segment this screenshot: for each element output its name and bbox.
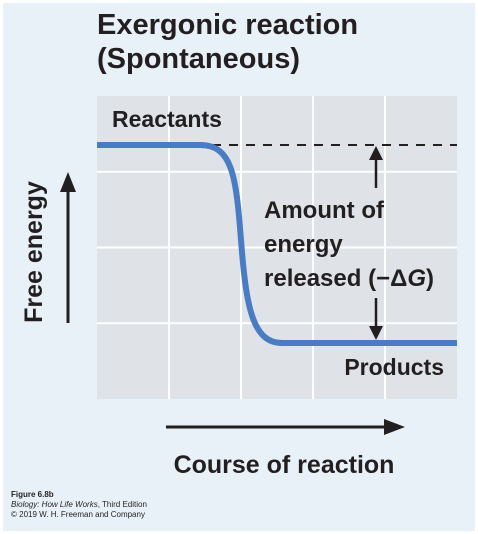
figure-credit: Figure 6.8b Biology: How Life Works, Thi…: [11, 490, 147, 520]
figure-number: Figure 6.8b: [11, 490, 54, 499]
energy-released-line-1: Amount of: [264, 197, 385, 224]
energy-curve: [97, 142, 457, 346]
energy-released-line-2: energy: [264, 231, 343, 258]
delta-g-variable: G: [407, 265, 426, 292]
copyright: © 2019 W. H. Freeman and Company: [11, 510, 145, 519]
double-arrow-icon: [369, 146, 383, 340]
arrow-right-icon: [166, 419, 405, 435]
chart-title-line-2: (Spontaneous): [97, 43, 300, 75]
y-axis-label: Free energy: [20, 181, 48, 323]
reactants-label: Reactants: [112, 106, 222, 132]
x-axis-label: Course of reaction: [174, 451, 395, 479]
arrow-up-icon: [60, 172, 76, 323]
energy-released-text: released (−Δ: [264, 265, 407, 292]
chart-title: Exergonic reaction (Spontaneous): [97, 8, 358, 76]
energy-released-label: Amount of energy released (−ΔG): [264, 197, 434, 292]
chart-title-line-1: Exergonic reaction: [97, 9, 359, 41]
products-label: Products: [344, 354, 444, 380]
book-title: Biology: How Life Works: [11, 500, 98, 509]
energy-released-close: ): [426, 265, 434, 292]
figure-source: Biology: How Life Works, Third Edition: [11, 500, 147, 510]
energy-released-line-3: released (−ΔG): [264, 265, 434, 292]
book-edition: , Third Edition: [97, 500, 147, 509]
